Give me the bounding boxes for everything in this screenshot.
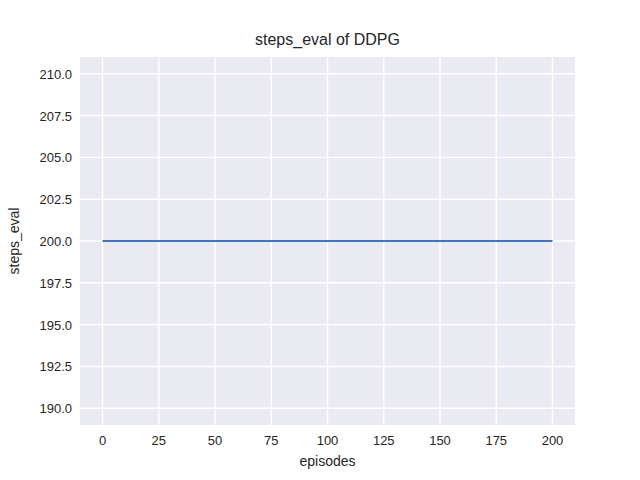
x-tick-label: 200 [542, 433, 564, 448]
plot-area [80, 57, 575, 425]
plot-canvas [80, 57, 575, 425]
x-tick-label: 75 [264, 433, 278, 448]
x-tick-label: 0 [99, 433, 106, 448]
x-tick-label: 100 [317, 433, 339, 448]
chart-title: steps_eval of DDPG [80, 31, 575, 49]
x-tick-label: 150 [429, 433, 451, 448]
y-tick-label: 207.5 [39, 108, 72, 123]
y-tick-label: 202.5 [39, 192, 72, 207]
x-tick-label: 50 [208, 433, 222, 448]
y-axis-label: steps_eval [6, 208, 22, 275]
y-tick-label: 210.0 [39, 66, 72, 81]
y-tick-label: 205.0 [39, 150, 72, 165]
x-tick-label: 175 [485, 433, 507, 448]
y-tick-label: 200.0 [39, 234, 72, 249]
y-tick-label: 197.5 [39, 275, 72, 290]
y-tick-label: 192.5 [39, 359, 72, 374]
figure: steps_eval of DDPG 0 25 50 75 100 125 150 175 20… [0, 0, 640, 480]
y-tick-label: 190.0 [39, 401, 72, 416]
y-tick-label: 195.0 [39, 317, 72, 332]
x-tick-label: 125 [373, 433, 395, 448]
x-axis-label: episodes [80, 453, 575, 469]
x-tick-label: 25 [152, 433, 166, 448]
